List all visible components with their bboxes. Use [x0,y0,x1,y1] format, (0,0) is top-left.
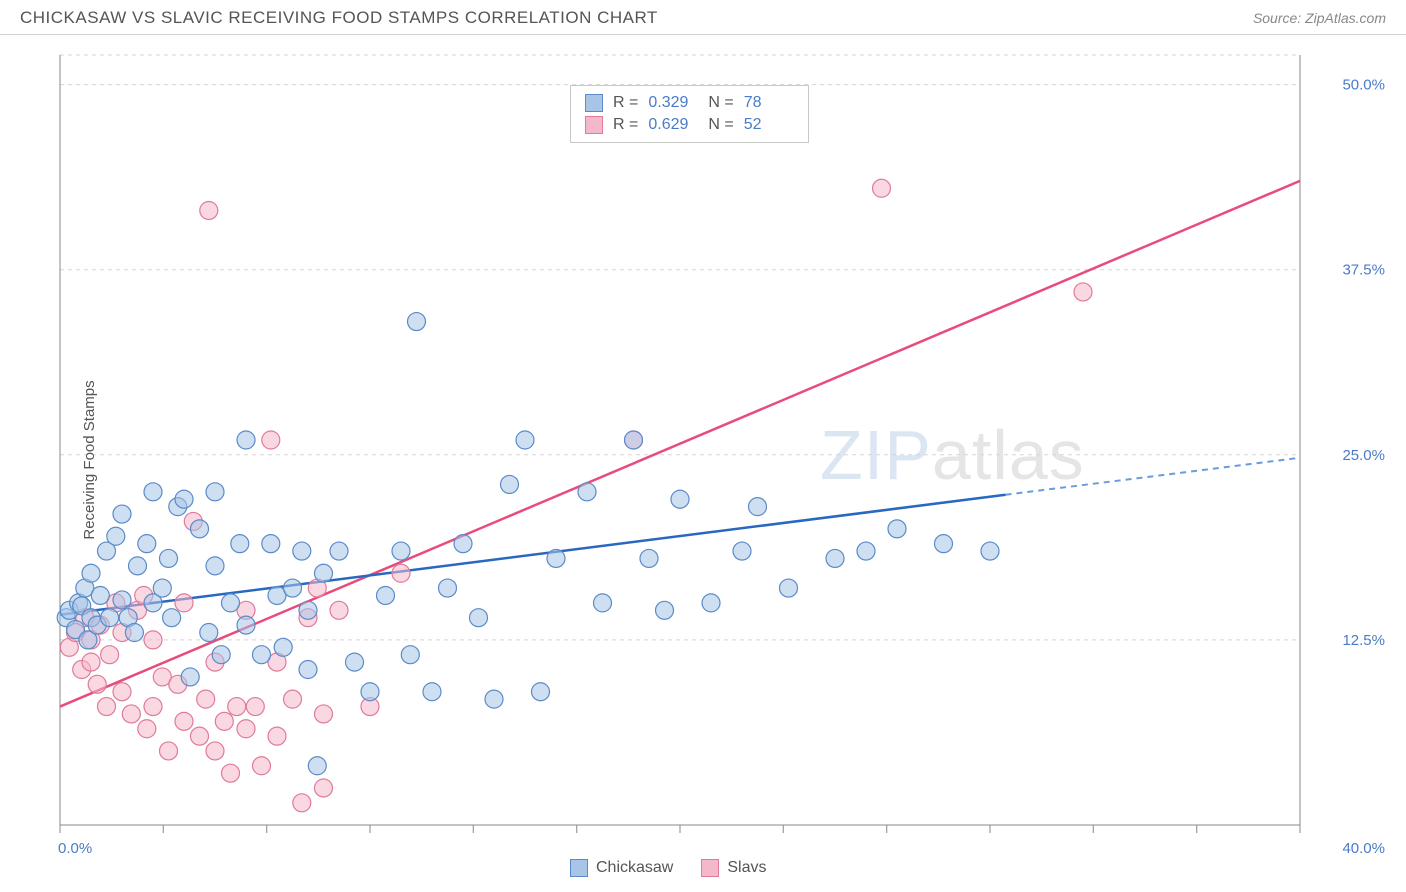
svg-text:0.0%: 0.0% [58,840,92,857]
legend-item-blue: Chickasaw [570,859,673,877]
swatch-pink-icon [585,116,603,134]
series-legend: Chickasaw Slavs [570,859,766,877]
svg-text:25.0%: 25.0% [1342,447,1385,464]
svg-text:12.5%: 12.5% [1342,632,1385,649]
chart-area: Receiving Food Stamps 12.5% 25.0% 37.5% 50.… [0,35,1406,885]
chart-title: CHICKASAW VS SLAVIC RECEIVING FOOD STAMP… [20,8,658,28]
swatch-pink-icon [701,859,719,877]
stats-row-blue: R = 0.329 N = 78 [585,92,794,114]
svg-text:40.0%: 40.0% [1342,840,1385,857]
source-label: Source: ZipAtlas.com [1253,10,1386,26]
svg-text:50.0%: 50.0% [1342,77,1385,94]
svg-text:37.5%: 37.5% [1342,262,1385,279]
stats-row-pink: R = 0.629 N = 52 [585,114,794,136]
swatch-blue-icon [570,859,588,877]
correlation-stats-box: R = 0.329 N = 78 R = 0.629 N = 52 [570,85,809,143]
scatter-plot: 12.5% 25.0% 37.5% 50.0% 0.0% 40.0% [0,35,1406,865]
legend-item-pink: Slavs [701,859,766,877]
swatch-blue-icon [585,94,603,112]
chart-header: CHICKASAW VS SLAVIC RECEIVING FOOD STAMP… [0,0,1406,35]
y-axis-label: Receiving Food Stamps [81,380,98,539]
